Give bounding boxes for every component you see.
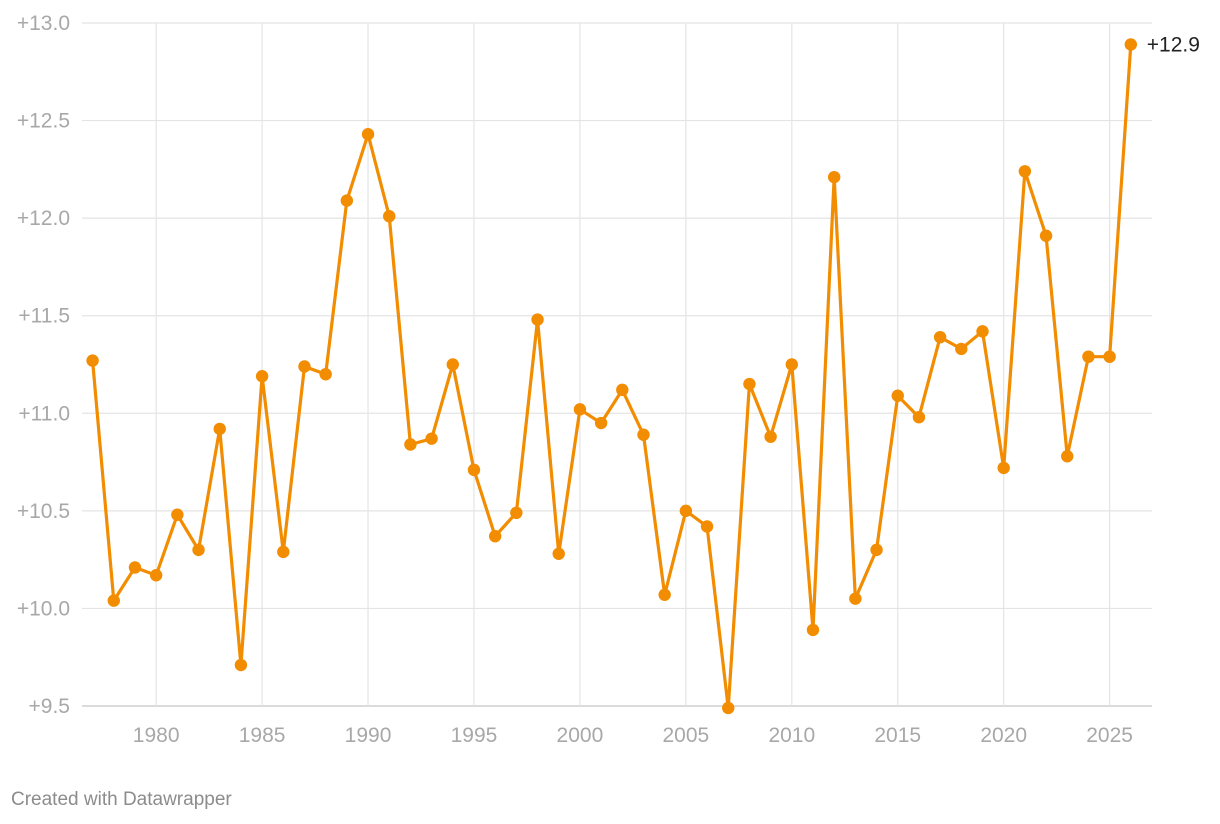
data-point-2007 xyxy=(722,701,735,715)
y-tick-label: +11.0 xyxy=(18,402,70,425)
data-point-2020 xyxy=(997,461,1010,475)
data-point-2022 xyxy=(1039,229,1053,242)
data-point-1989 xyxy=(340,194,354,207)
data-point-1992 xyxy=(404,438,417,451)
data-point-2019 xyxy=(976,325,989,338)
x-tick-label: 2010 xyxy=(768,724,815,747)
x-tick-label: 2000 xyxy=(557,724,604,747)
data-point-2018 xyxy=(955,342,968,356)
y-tick-label: +13.0 xyxy=(17,12,70,35)
data-point-1993 xyxy=(425,432,438,445)
x-tick-label: 2025 xyxy=(1086,724,1133,747)
x-tick-label: 2005 xyxy=(663,724,710,747)
data-point-1996 xyxy=(488,530,502,543)
x-tick-label: 1980 xyxy=(133,724,180,747)
data-point-1978 xyxy=(107,594,120,607)
data-point-1984 xyxy=(234,658,248,672)
data-point-2002 xyxy=(616,383,629,397)
data-points xyxy=(86,38,1138,715)
data-point-2005 xyxy=(679,504,693,518)
data-point-1987 xyxy=(298,360,311,373)
data-point-2016 xyxy=(912,410,926,424)
y-tick-label: +10.5 xyxy=(17,500,70,523)
data-point-2015 xyxy=(891,389,904,402)
data-point-1998 xyxy=(531,313,544,326)
x-tick-label: 2020 xyxy=(980,724,1027,747)
data-point-2010 xyxy=(785,358,799,371)
data-point-1991 xyxy=(383,209,396,223)
axis-labels: +9.5 +10.0 +10.5 +11.0 +11.5 +12.0 +12.5 +13.0 1… xyxy=(17,12,1133,747)
data-point-1997 xyxy=(510,506,523,520)
data-point-2003 xyxy=(637,428,650,441)
annotations: +12.9 xyxy=(1147,33,1200,56)
data-point-2008 xyxy=(743,377,756,391)
y-tick-label: +11.5 xyxy=(18,305,70,328)
data-point-2026 xyxy=(1124,38,1138,51)
data-point-2013 xyxy=(849,592,862,605)
data-point-1990 xyxy=(361,128,375,141)
y-tick-label: +10.0 xyxy=(17,597,70,620)
data-point-1981 xyxy=(171,508,184,521)
credit-text: Created with Datawrapper xyxy=(11,789,232,810)
data-point-1982 xyxy=(192,543,205,557)
y-tick-label: +9.5 xyxy=(29,695,70,718)
last-value-label: +12.9 xyxy=(1147,33,1200,56)
data-point-1979 xyxy=(128,561,142,574)
data-point-1999 xyxy=(552,547,565,560)
data-point-1988 xyxy=(319,368,332,381)
data-point-2000 xyxy=(573,403,587,416)
x-tick-label: 2015 xyxy=(874,724,921,747)
line-chart: +9.5 +10.0 +10.5 +11.0 +11.5 +12.0 +12.5 +13.0 1… xyxy=(17,12,1200,747)
y-tick-label: +12.0 xyxy=(17,207,70,230)
data-point-2009 xyxy=(764,430,777,443)
y-tick-label: +12.5 xyxy=(17,110,70,133)
data-point-2011 xyxy=(806,623,820,637)
data-point-1994 xyxy=(446,358,459,371)
data-point-2024 xyxy=(1082,350,1095,363)
data-point-2012 xyxy=(827,170,841,184)
data-point-2001 xyxy=(594,416,608,430)
data-point-1985 xyxy=(255,370,269,383)
data-point-1977 xyxy=(86,354,99,367)
data-point-2021 xyxy=(1018,165,1032,178)
data-point-2025 xyxy=(1103,350,1116,363)
data-point-2014 xyxy=(870,543,883,557)
x-tick-label: 1985 xyxy=(239,724,286,747)
data-point-2023 xyxy=(1061,450,1074,463)
data-point-2004 xyxy=(658,588,671,601)
data-point-1983 xyxy=(213,422,226,436)
x-tick-label: 1990 xyxy=(345,724,392,747)
data-point-1980 xyxy=(149,569,163,582)
data-point-1995 xyxy=(467,463,481,477)
data-point-2006 xyxy=(700,520,714,533)
x-tick-label: 1995 xyxy=(451,724,498,747)
data-point-1986 xyxy=(277,545,290,559)
grid-lines xyxy=(82,22,1152,707)
data-point-2017 xyxy=(933,330,947,344)
